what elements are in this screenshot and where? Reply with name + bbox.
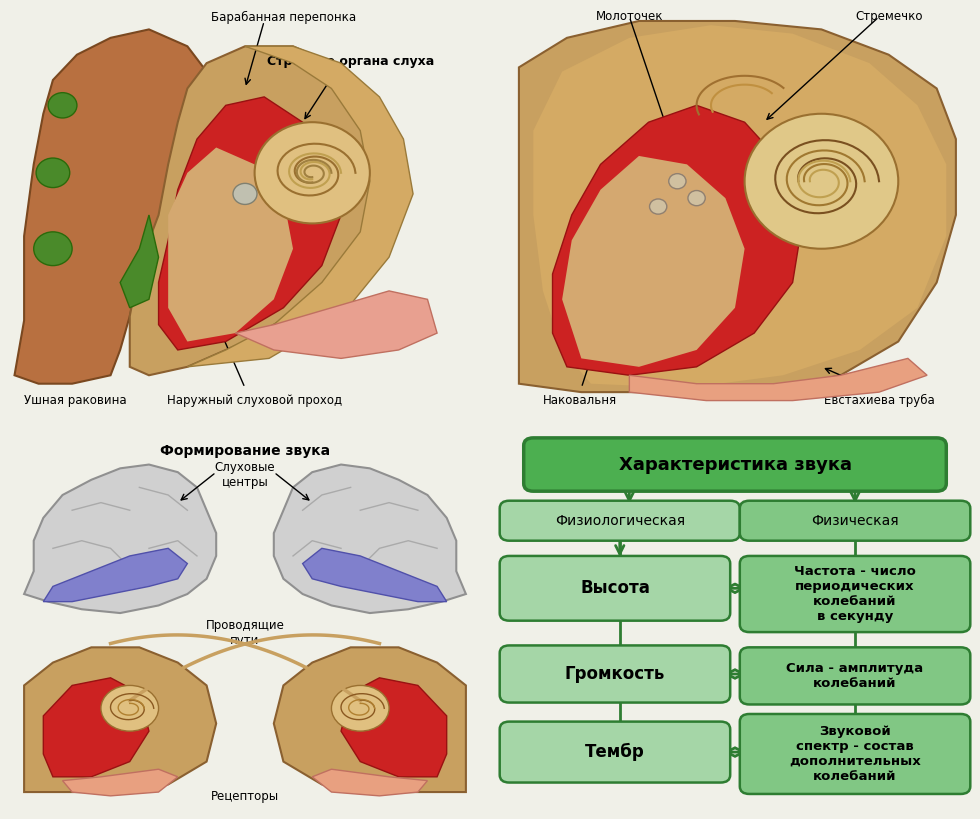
Text: Молоточек: Молоточек (596, 11, 663, 24)
Text: Слуховые
центры: Слуховые центры (215, 461, 275, 489)
Text: Стремечко: Стремечко (855, 11, 922, 24)
Circle shape (48, 93, 76, 118)
Polygon shape (341, 678, 447, 776)
Text: Физиологическая: Физиологическая (555, 514, 685, 527)
Text: Проводящие
пути: Проводящие пути (206, 619, 284, 647)
Polygon shape (313, 769, 427, 796)
FancyBboxPatch shape (500, 722, 730, 782)
Polygon shape (129, 46, 389, 375)
Polygon shape (303, 549, 447, 602)
Circle shape (745, 114, 899, 249)
Text: Строение органа слуха: Строение органа слуха (267, 55, 434, 68)
FancyBboxPatch shape (500, 556, 730, 621)
Circle shape (650, 199, 666, 214)
Text: Евстахиева труба: Евстахиева труба (823, 394, 935, 407)
FancyBboxPatch shape (500, 500, 740, 541)
Polygon shape (187, 46, 414, 367)
Text: Тембр: Тембр (585, 743, 645, 761)
Text: Частота - число
периодических
колебаний
в секунду: Частота - число периодических колебаний … (794, 565, 916, 623)
Text: Формирование звука: Формирование звука (160, 444, 330, 458)
Text: Рецепторы: Рецепторы (211, 790, 279, 803)
Circle shape (331, 686, 389, 731)
Polygon shape (121, 215, 159, 308)
FancyBboxPatch shape (523, 438, 947, 491)
Text: Наковальня: Наковальня (543, 394, 617, 407)
Polygon shape (273, 464, 466, 613)
Text: Барабанная перепонка: Барабанная перепонка (211, 11, 356, 24)
Polygon shape (553, 106, 803, 375)
FancyBboxPatch shape (740, 556, 970, 632)
Polygon shape (563, 156, 745, 367)
Text: Наружный слуховой проход: Наружный слуховой проход (167, 394, 342, 407)
Circle shape (33, 232, 73, 265)
Polygon shape (24, 647, 217, 792)
Polygon shape (159, 97, 341, 350)
Polygon shape (169, 147, 293, 342)
Text: Ушная раковина: Ушная раковина (24, 394, 126, 407)
Text: Физическая: Физическая (811, 514, 899, 527)
Text: Высота: Высота (580, 579, 650, 597)
Text: Звуковой
спектр - состав
дополнительных
колебаний: Звуковой спектр - состав дополнительных … (789, 725, 921, 783)
Polygon shape (533, 25, 947, 388)
Polygon shape (63, 769, 177, 796)
FancyBboxPatch shape (740, 647, 970, 704)
Polygon shape (43, 549, 187, 602)
Circle shape (255, 122, 369, 224)
Polygon shape (519, 21, 956, 392)
Polygon shape (15, 29, 217, 383)
Polygon shape (235, 291, 437, 359)
Circle shape (36, 158, 70, 188)
Circle shape (668, 174, 686, 189)
Text: Сила - амплитуда
колебаний: Сила - амплитуда колебаний (787, 662, 923, 690)
FancyBboxPatch shape (500, 645, 730, 703)
Polygon shape (273, 647, 466, 792)
FancyBboxPatch shape (740, 500, 970, 541)
Polygon shape (24, 464, 217, 613)
Circle shape (101, 686, 159, 731)
Polygon shape (43, 678, 149, 776)
Circle shape (233, 183, 257, 205)
Text: Громкость: Громкость (564, 665, 665, 683)
FancyBboxPatch shape (740, 714, 970, 794)
Text: Характеристика звука: Характеристика звука (618, 455, 852, 473)
Circle shape (688, 191, 706, 206)
Polygon shape (629, 359, 927, 400)
